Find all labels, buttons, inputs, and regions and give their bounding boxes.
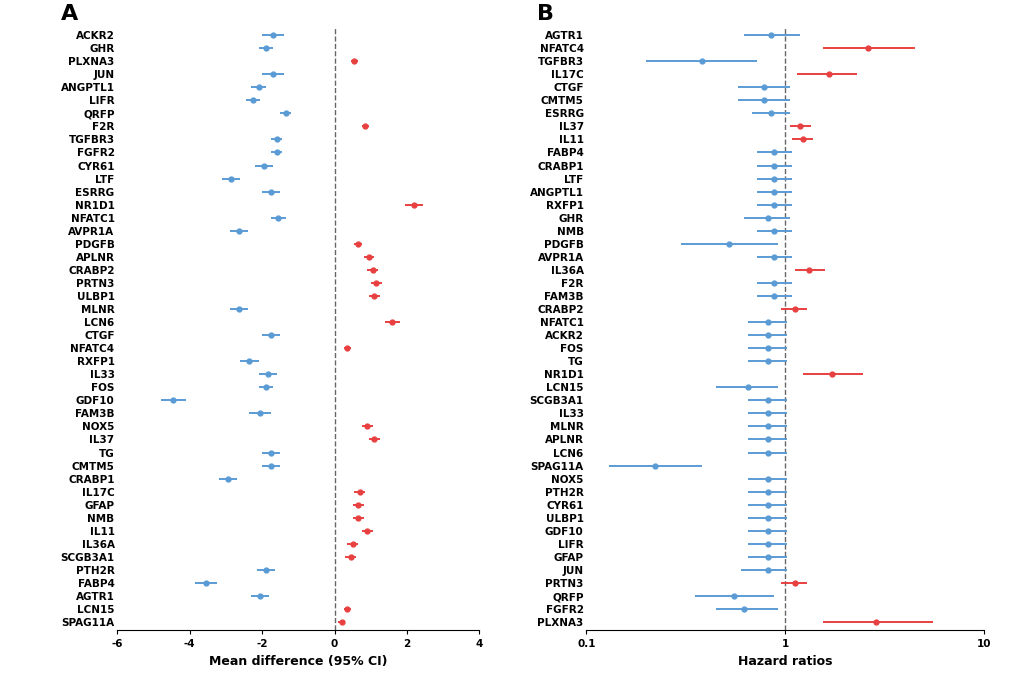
X-axis label: Mean difference (95% CI): Mean difference (95% CI): [209, 654, 387, 667]
Text: A: A: [61, 4, 78, 25]
X-axis label: Hazard ratios: Hazard ratios: [738, 654, 832, 667]
Text: B: B: [536, 4, 553, 25]
